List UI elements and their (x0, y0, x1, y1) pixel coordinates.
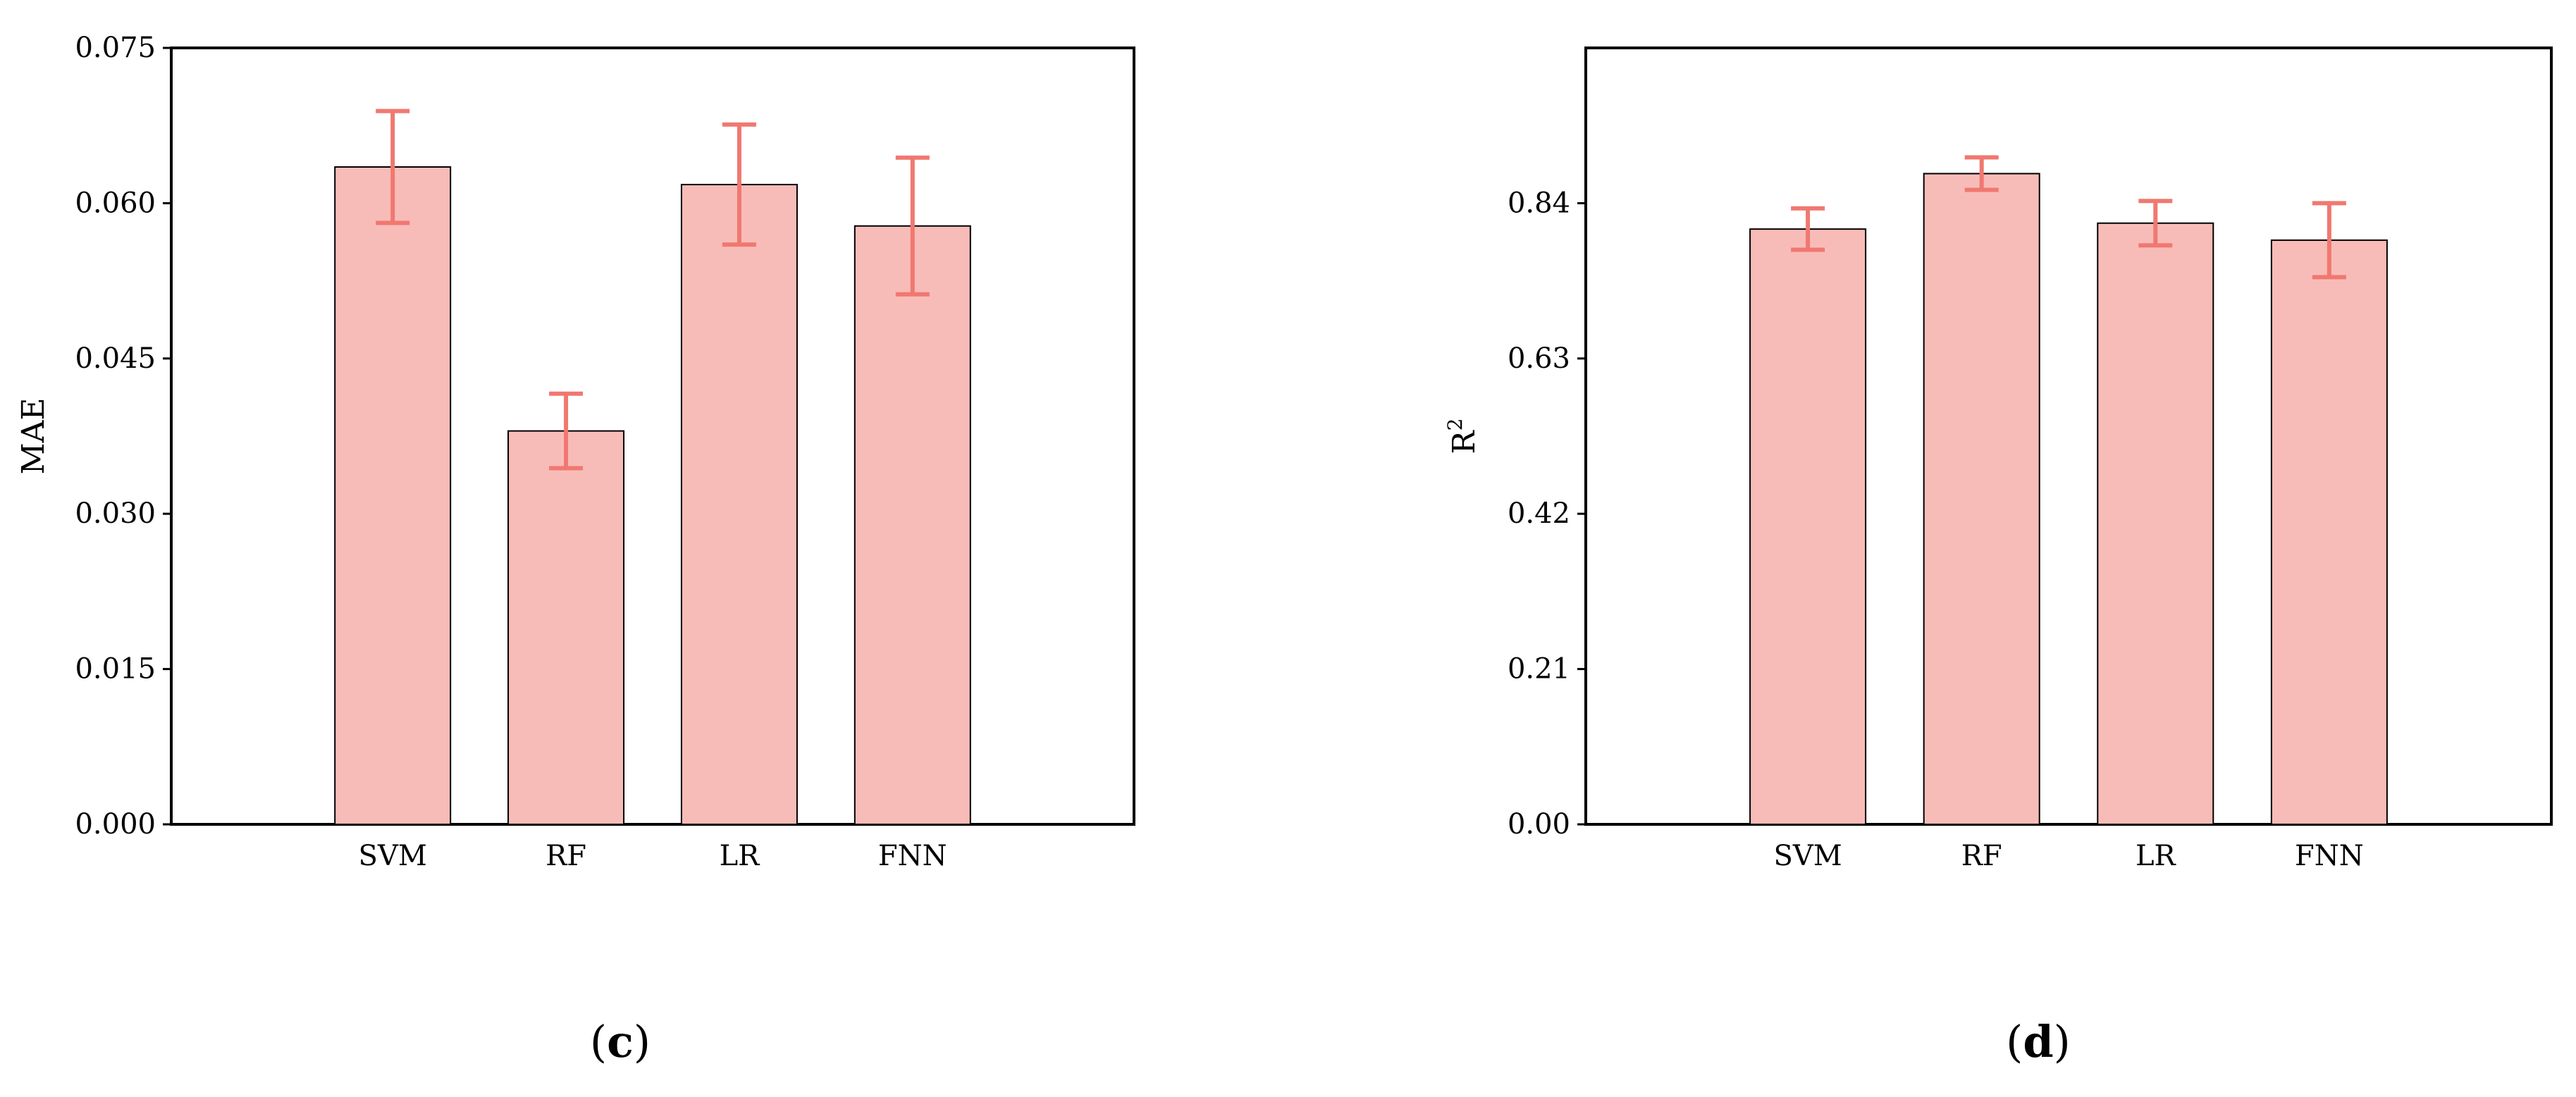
bar-svm (334, 166, 452, 825)
y-axis-label: R2 (1443, 419, 1482, 454)
x-tick-label: LR (2136, 840, 2177, 872)
bar-rf (1923, 173, 2040, 825)
panel-label-part: ( (2006, 1016, 2023, 1067)
x-tick-label: SVM (1773, 840, 1842, 872)
x-tick-label: FNN (878, 840, 947, 872)
bar-rf (507, 430, 625, 825)
panel-label-part: d (2023, 1016, 2053, 1067)
panel-label: (d) (2006, 1016, 2071, 1067)
plot-frame (170, 47, 1135, 826)
panel-label-part: ( (590, 1016, 607, 1067)
plot-frame (1584, 47, 2553, 826)
y-axis-label-superscript: 2 (1443, 419, 1467, 431)
bar-svm (1749, 228, 1867, 825)
y-tick-label: 0.63 (1508, 342, 1570, 375)
y-axis-label: MAE (16, 398, 51, 475)
bar-lr (680, 183, 798, 825)
x-tick-label: SVM (359, 840, 427, 872)
y-tick-label: 0.00 (1508, 808, 1570, 841)
y-tick-label: 0.030 (75, 497, 156, 530)
y-tick-label: 0.21 (1508, 653, 1570, 686)
x-tick-label: FNN (2295, 840, 2364, 872)
panel-label-part: ) (2054, 1016, 2071, 1067)
x-tick-label: LR (720, 840, 761, 872)
panel-label: (c) (590, 1016, 651, 1067)
y-tick-label: 0.060 (75, 187, 156, 219)
bar-lr (2097, 222, 2214, 826)
y-tick-label: 0.42 (1508, 497, 1570, 530)
y-tick-label: 0.015 (75, 653, 156, 686)
y-tick-label: 0.000 (75, 808, 156, 841)
panel-label-part: c (607, 1016, 634, 1067)
x-tick-label: RF (546, 840, 586, 872)
y-tick-label: 0.045 (75, 342, 156, 375)
x-tick-label: RF (1961, 840, 2002, 872)
y-tick-label: 0.84 (1508, 187, 1570, 219)
bar-fnn (853, 225, 971, 825)
panel-label-part: ) (634, 1016, 651, 1067)
chart-panel-c: 0.000 0.015 0.030 0.045 0.060 0.075 SVM RF LR FNN… (16, 32, 1135, 1067)
chart-panel-d: 0.00 0.21 0.42 0.63 0.84 SVM RF LR FNN R2 (d) (1443, 47, 2553, 1067)
bar-fnn (2270, 239, 2388, 825)
y-tick-label: 0.075 (75, 32, 156, 64)
